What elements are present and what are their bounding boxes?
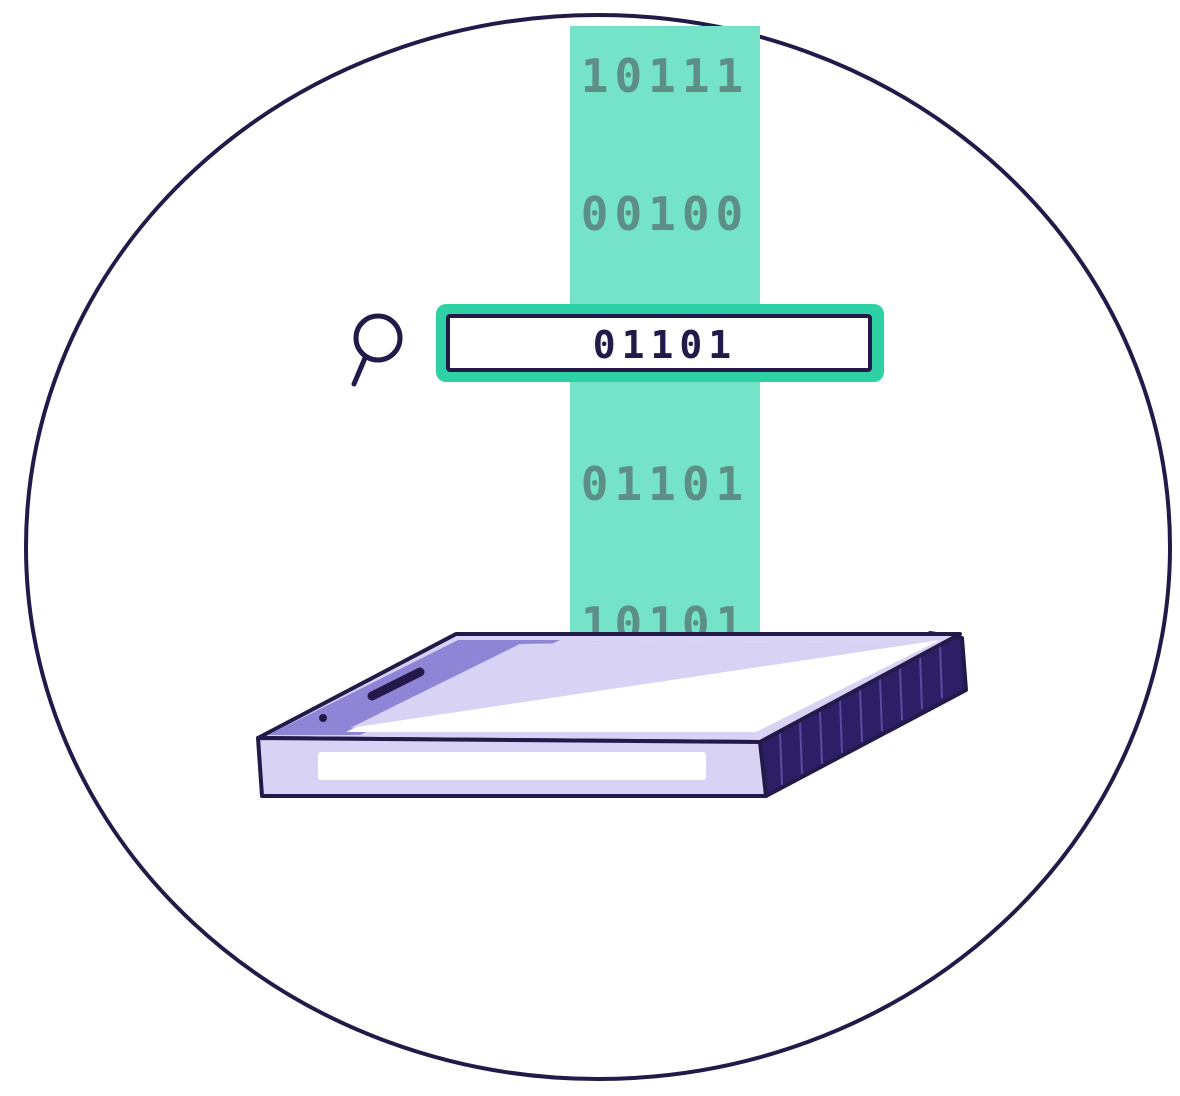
smartphone-icon: [256, 631, 968, 798]
data-stream-row-1: 10111: [581, 49, 749, 103]
data-stream-row-2: 00100: [581, 187, 749, 241]
search-input[interactable]: [446, 314, 872, 372]
device-front-highlight: [318, 752, 706, 780]
data-stream-row-3: 01101: [581, 457, 749, 511]
search-input-value: 01101: [593, 323, 737, 367]
magnifier-icon: [351, 313, 403, 387]
device-speaker: [367, 667, 425, 701]
data-stream-row-4: 10101: [581, 597, 749, 651]
device-screen-shade: [350, 640, 940, 728]
device-camera: [319, 714, 327, 722]
